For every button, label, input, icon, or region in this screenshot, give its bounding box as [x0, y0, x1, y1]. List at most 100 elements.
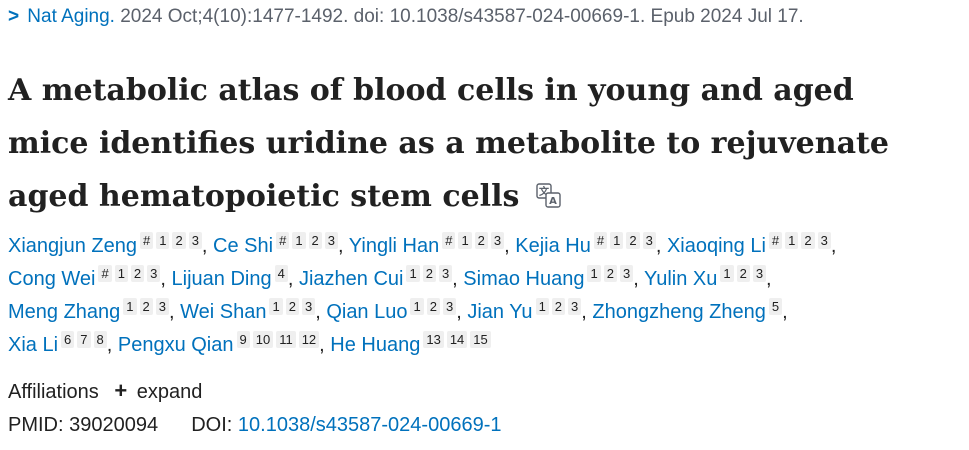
affiliation-ref[interactable]: 9: [236, 331, 250, 348]
affiliation-ref[interactable]: 2: [603, 265, 617, 282]
author-name-link[interactable]: Qian Luo: [326, 301, 408, 323]
author-name-link[interactable]: Yingli Han: [348, 235, 440, 257]
affiliation-ref[interactable]: 1: [610, 232, 624, 249]
affiliation-ref[interactable]: 1: [535, 298, 549, 315]
svg-text:A: A: [549, 196, 557, 207]
author-name-link[interactable]: Wei Shan: [180, 301, 267, 323]
affiliation-ref[interactable]: 1: [156, 232, 170, 249]
affiliation-ref[interactable]: 1: [410, 298, 424, 315]
affiliation-ref[interactable]: 2: [139, 298, 153, 315]
affiliation-ref[interactable]: 2: [422, 265, 436, 282]
author-item: Pengxu Qian 9 10 11 12,: [117, 331, 325, 356]
affiliation-ref[interactable]: 15: [470, 331, 491, 348]
affiliation-ref[interactable]: 2: [308, 232, 322, 249]
chevron-right-icon[interactable]: >: [8, 6, 20, 27]
affiliation-ref[interactable]: 8: [93, 331, 107, 348]
author-name-link[interactable]: He Huang: [330, 334, 421, 356]
affiliation-ref[interactable]: 1: [458, 232, 472, 249]
author-separator: ,: [452, 268, 458, 290]
author-item: Xiangjun Zeng #1 2 3,: [8, 232, 207, 257]
pmid-label: PMID:: [8, 414, 64, 436]
author-item: Yulin Xu 1 2 3,: [643, 265, 772, 290]
affiliation-ref[interactable]: 3: [438, 265, 453, 282]
title-line-1: A metabolic atlas of blood cells in youn…: [8, 73, 854, 108]
affiliation-ref[interactable]: #: [276, 232, 290, 249]
affiliation-ref[interactable]: 14: [446, 331, 468, 348]
affiliation-ref[interactable]: 2: [551, 298, 566, 315]
affiliation-ref[interactable]: 2: [736, 265, 750, 282]
affiliation-ref[interactable]: 3: [752, 265, 767, 282]
identifiers-row: PMID: 39020094 DOI: 10.1038/s43587-024-0…: [8, 414, 501, 437]
author-item: Zhongzheng Zheng 5,: [592, 298, 788, 323]
journal-link[interactable]: Nat Aging.: [27, 6, 115, 27]
affiliation-ref[interactable]: 1: [292, 232, 306, 249]
affiliation-ref[interactable]: 2: [172, 232, 186, 249]
affiliations-expand-button[interactable]: + expand: [114, 378, 202, 403]
affiliation-ref[interactable]: 2: [801, 232, 815, 249]
author-name-link[interactable]: Xiaoqing Li: [666, 235, 766, 257]
affiliation-ref[interactable]: 3: [817, 232, 831, 249]
author-name-link[interactable]: Ce Shi: [213, 235, 274, 257]
affiliation-ref[interactable]: 1: [785, 232, 799, 249]
affiliation-ref[interactable]: 2: [474, 232, 488, 249]
author-name-link[interactable]: Simao Huang: [463, 268, 585, 290]
affiliation-ref[interactable]: #: [768, 232, 783, 249]
affiliation-ref[interactable]: 3: [619, 265, 634, 282]
author-name-link[interactable]: Lijuan Ding: [171, 268, 272, 290]
affiliation-ref[interactable]: 11: [276, 331, 296, 348]
author-name-link[interactable]: Cong Wei: [8, 268, 96, 290]
affiliation-ref[interactable]: 3: [188, 232, 202, 249]
author-item: Xia Li 6 7 8,: [8, 331, 112, 356]
affiliation-ref[interactable]: 5: [768, 298, 783, 315]
affiliation-ref[interactable]: 3: [324, 232, 339, 249]
author-name-link[interactable]: Kejia Hu: [515, 235, 591, 257]
author-item: Qian Luo 1 2 3,: [326, 298, 462, 323]
affiliation-ref[interactable]: 1: [720, 265, 734, 282]
citation-line: > Nat Aging. 2024 Oct;4(10):1477-1492. d…: [8, 6, 804, 28]
author-name-link[interactable]: Jiazhen Cui: [298, 268, 404, 290]
author-name-link[interactable]: Jian Yu: [467, 301, 533, 323]
affiliation-ref[interactable]: 2: [426, 298, 440, 315]
affiliation-ref[interactable]: 10: [252, 331, 274, 348]
affiliation-ref[interactable]: 1: [114, 265, 128, 282]
affiliation-ref[interactable]: 3: [568, 298, 582, 315]
affiliation-ref[interactable]: 2: [285, 298, 299, 315]
author-name-link[interactable]: Xiangjun Zeng: [8, 235, 137, 257]
author-item: Ce Shi #1 2 3,: [213, 232, 344, 257]
affiliation-ref[interactable]: 3: [642, 232, 656, 249]
affiliation-ref[interactable]: 1: [269, 298, 283, 315]
doi-label: DOI:: [191, 414, 233, 436]
author-name-link[interactable]: Yulin Xu: [643, 268, 718, 290]
affiliation-ref[interactable]: 1: [123, 298, 137, 315]
author-name-link[interactable]: Pengxu Qian: [117, 334, 234, 356]
author-name-link[interactable]: Zhongzheng Zheng: [592, 301, 766, 323]
affiliation-ref[interactable]: 1: [406, 265, 420, 282]
affiliation-ref[interactable]: #: [442, 232, 456, 249]
affiliation-ref[interactable]: 3: [155, 298, 169, 315]
author-separator: ,: [766, 268, 772, 290]
affiliation-ref[interactable]: 3: [442, 298, 457, 315]
author-name-link[interactable]: Xia Li: [8, 334, 59, 356]
affiliation-ref[interactable]: 3: [301, 298, 316, 315]
affiliation-ref[interactable]: 12: [298, 331, 320, 348]
affiliation-ref[interactable]: 1: [587, 265, 601, 282]
svg-text:文: 文: [539, 185, 550, 198]
affiliation-ref[interactable]: 3: [490, 232, 505, 249]
title-line-3: aged hematopoietic stem cells: [8, 179, 520, 214]
doi-link[interactable]: 10.1038/s43587-024-00669-1: [237, 414, 502, 436]
affiliation-ref[interactable]: 13: [423, 331, 444, 348]
title-line-2: mice identifies uridine as a metabolite …: [8, 126, 889, 161]
affiliation-ref[interactable]: #: [593, 232, 608, 249]
affiliation-ref[interactable]: 2: [130, 265, 145, 282]
author-item: Wei Shan 1 2 3,: [180, 298, 321, 323]
affiliation-ref[interactable]: 4: [274, 265, 288, 282]
author-item: Meng Zhang 1 2 3,: [8, 298, 175, 323]
affiliation-ref[interactable]: 3: [147, 265, 161, 282]
affiliation-ref[interactable]: 7: [77, 331, 91, 348]
affiliation-ref[interactable]: #: [139, 232, 154, 249]
affiliation-ref[interactable]: 6: [61, 331, 75, 348]
author-name-link[interactable]: Meng Zhang: [8, 301, 121, 323]
affiliation-ref[interactable]: 2: [626, 232, 640, 249]
translate-icon[interactable]: 文 A: [536, 173, 562, 226]
affiliation-ref[interactable]: #: [98, 265, 112, 282]
